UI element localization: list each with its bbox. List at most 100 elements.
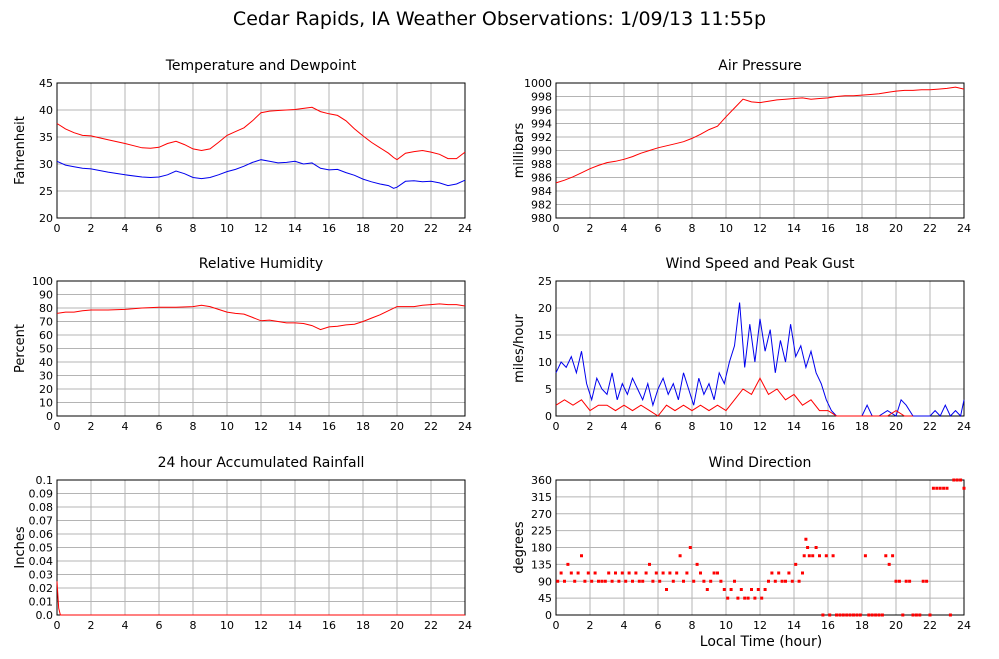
wind-direction-point <box>569 571 573 575</box>
temperature-and-dewpoint-y-axis-label: Fahrenheit <box>13 116 28 185</box>
relative-humidity-x-tick-label: 12 <box>254 420 268 433</box>
relative-humidity-y-tick-label: 10 <box>39 397 53 410</box>
relative-humidity-x-tick-label: 10 <box>220 420 234 433</box>
wind-direction-point <box>614 571 617 575</box>
wind-direction-point <box>699 571 702 575</box>
relative-humidity-y-tick-label: 40 <box>39 356 53 369</box>
relative-humidity-y-tick-label: 100 <box>32 275 53 288</box>
wind-direction-point <box>770 571 774 575</box>
wind-direction-plot-frame <box>555 479 965 616</box>
wind-direction-point <box>942 486 946 490</box>
24-hour-accumulated-rainfall-x-tick-label: 0 <box>54 619 61 632</box>
wind-direction-point <box>726 596 730 600</box>
wind-direction-point <box>931 486 935 490</box>
wind-direction-x-tick-label: 0 <box>553 619 560 632</box>
wind-direction-point <box>709 579 713 583</box>
wind-direction-point <box>576 571 580 575</box>
wind-direction-point <box>945 486 949 490</box>
temperature-and-dewpoint-x-tick-label: 4 <box>122 222 129 235</box>
wind-direction-point <box>668 571 672 575</box>
wind-speed-and-peak-gust-y-tick-label: 25 <box>538 275 552 288</box>
wind-direction-point <box>790 579 794 583</box>
x-axis-label: Local Time (hour) <box>699 634 823 650</box>
wind-direction-point <box>780 579 784 583</box>
air-pressure-y-axis-label: millibars <box>512 123 527 179</box>
air-pressure-plot-frame <box>555 82 965 219</box>
wind-direction-point <box>855 613 859 617</box>
temperature-and-dewpoint-plot-frame <box>56 82 466 219</box>
wind-direction-point <box>716 571 719 575</box>
wind-direction-point <box>814 546 818 549</box>
page-title: Cedar Rapids, IA Weather Observations: 1… <box>232 8 767 30</box>
air-pressure-x-tick-label: 12 <box>753 222 767 235</box>
air-pressure-x-tick-label: 4 <box>621 222 628 235</box>
relative-humidity-x-tick-label: 14 <box>288 420 302 433</box>
relative-humidity-x-tick-label: 22 <box>424 420 438 433</box>
24-hour-accumulated-rainfall-x-tick-label: 16 <box>322 619 336 632</box>
wind-direction-point <box>802 554 806 558</box>
wind-direction-x-tick-label: 6 <box>655 619 662 632</box>
wind-direction-point <box>841 613 845 617</box>
wind-speed-and-peak-gust-x-tick-label: 14 <box>787 420 801 433</box>
temperature-and-dewpoint-x-tick-label: 22 <box>424 222 438 235</box>
wind-direction-point <box>675 571 679 575</box>
wind-direction-point <box>671 579 675 583</box>
wind-direction-point <box>921 579 925 583</box>
24-hour-accumulated-rainfall-y-tick-label: 0.08 <box>29 501 54 514</box>
temperature-and-dewpoint-x-tick-label: 10 <box>220 222 234 235</box>
wind-direction-point <box>651 579 655 583</box>
wind-direction-x-tick-label: 12 <box>753 619 767 632</box>
wind-direction-point <box>891 554 895 558</box>
wind-direction-point <box>665 588 668 591</box>
24-hour-accumulated-rainfall-y-tick-label: 0.01 <box>29 596 54 609</box>
wind-direction-point <box>804 537 808 541</box>
wind-direction-point <box>904 579 908 583</box>
relative-humidity-title: Relative Humidity <box>199 256 323 272</box>
wind-direction-y-axis-label: degrees <box>512 521 527 574</box>
wind-speed-and-peak-gust-x-tick-label: 4 <box>621 420 628 433</box>
relative-humidity-y-tick-label: 50 <box>39 343 53 356</box>
wind-direction-point <box>573 579 577 583</box>
wind-direction-y-tick-label: 135 <box>531 558 552 571</box>
air-pressure-series-red-line <box>555 86 965 184</box>
wind-speed-and-peak-gust-x-tick-label: 0 <box>553 420 560 433</box>
wind-direction-point <box>887 562 891 566</box>
wind-direction-point <box>828 613 832 617</box>
24-hour-accumulated-rainfall-y-tick-label: 0.07 <box>29 515 54 528</box>
24-hour-accumulated-rainfall-y-tick-label: 0.1 <box>36 474 54 487</box>
wind-direction-point <box>637 579 641 583</box>
air-pressure-x-tick-label: 16 <box>821 222 835 235</box>
wind-direction-point <box>794 562 798 566</box>
wind-direction-point <box>678 554 682 558</box>
wind-direction-y-tick-label: 225 <box>531 525 552 538</box>
24-hour-accumulated-rainfall-x-tick-label: 6 <box>156 619 163 632</box>
relative-humidity-y-tick-label: 20 <box>39 383 53 396</box>
wind-speed-and-peak-gust-y-tick-label: 10 <box>538 356 552 369</box>
wind-direction-point <box>648 562 651 566</box>
wind-direction-point <box>835 613 838 617</box>
temperature-and-dewpoint-y-tick-label: 25 <box>39 185 53 198</box>
wind-direction-point <box>682 579 685 583</box>
wind-direction-point <box>787 571 791 575</box>
wind-direction-x-tick-label: 14 <box>787 619 801 632</box>
24-hour-accumulated-rainfall-x-tick-label: 4 <box>122 619 129 632</box>
wind-direction-point <box>928 613 932 617</box>
air-pressure-x-tick-label: 8 <box>689 222 696 235</box>
wind-direction-point <box>952 478 956 482</box>
wind-direction-x-tick-label: 16 <box>821 619 835 632</box>
temperature-and-dewpoint-x-tick-label: 0 <box>54 222 61 235</box>
wind-direction-point <box>838 613 842 617</box>
temperature-and-dewpoint-x-tick-label: 14 <box>288 222 302 235</box>
24-hour-accumulated-rainfall-y-axis-label: Inches <box>13 526 28 568</box>
wind-speed-and-peak-gust-series-red-line <box>555 377 913 417</box>
relative-humidity-x-tick-label: 16 <box>322 420 336 433</box>
wind-direction-point <box>807 554 811 558</box>
temperature-and-dewpoint-series-blue-line <box>56 159 466 189</box>
wind-direction-point <box>848 613 852 617</box>
air-pressure-x-tick-label: 6 <box>655 222 662 235</box>
wind-direction-point <box>818 554 821 558</box>
